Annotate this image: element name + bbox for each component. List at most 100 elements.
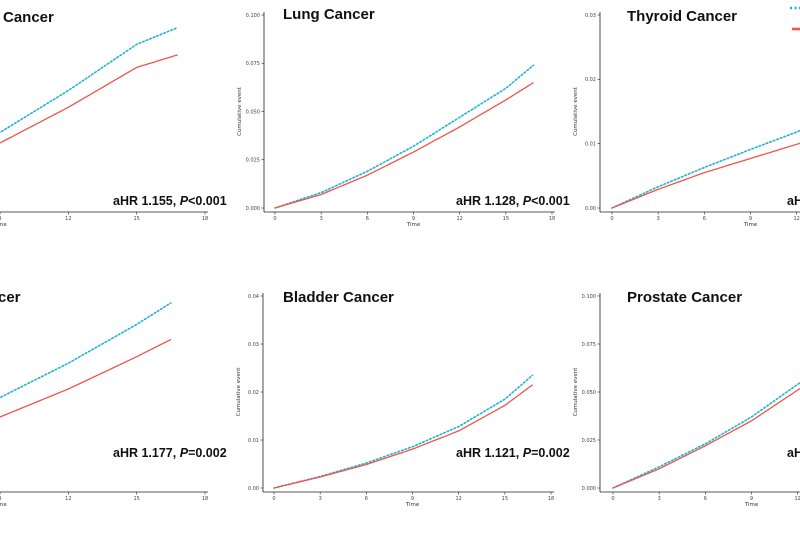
x-tick-label: 15	[502, 496, 508, 502]
y-tick-label: 0.01	[248, 438, 259, 444]
x-tick-label: 12	[65, 496, 71, 502]
y-tick-label: 0.04	[248, 294, 259, 300]
x-tick-label: 9	[411, 496, 414, 502]
y-axis-title: Cumulative event	[573, 367, 579, 417]
annotation-p-label: P	[180, 446, 189, 460]
y-tick-label: 0.100	[582, 294, 596, 300]
annotation-ahr: aHR 1.155,	[113, 194, 180, 208]
annotation-p-label: P	[523, 194, 532, 208]
x-tick-label: 18	[548, 496, 554, 502]
y-axis-title: Cumulative event	[236, 367, 242, 417]
y-tick-label: 0.03	[248, 342, 259, 348]
x-tick-label: 6	[704, 496, 707, 502]
x-tick-label: 9	[750, 496, 753, 502]
y-tick-label: 0.025	[582, 438, 596, 444]
hazard-ratio-annotation: aHR 1.177, P=0.002	[113, 446, 227, 460]
annotation-p-value: =0.002	[531, 446, 570, 460]
x-tick-label: 9	[749, 216, 752, 222]
x-tick-label: 0	[273, 216, 276, 222]
y-axis-title: Cumulative event	[237, 86, 243, 136]
annotation-ahr: aHR 1.177,	[113, 446, 180, 460]
y-tick-label: 0.050	[582, 390, 596, 396]
series-line-solid	[273, 384, 533, 489]
legend	[790, 6, 800, 31]
chart-panel-4: 69121518TimeceraHR 1.177, P=0.002	[0, 289, 227, 508]
x-tick-label: 15	[133, 496, 139, 502]
y-tick-label: 0.025	[246, 158, 260, 164]
x-tick-label: 6	[366, 216, 369, 222]
y-tick-label: 0.00	[248, 486, 259, 492]
x-axis-title: Time	[744, 502, 759, 508]
x-axis-title: Time	[0, 502, 7, 508]
chart-panel-2: 0 3 6 9 12 15 18 Time 0.000 0.025 0.050 0.075 0.100 C…	[237, 6, 570, 228]
y-tick-label: 0.050	[246, 109, 260, 115]
series-line-dotted	[611, 129, 800, 209]
series-line-dotted	[0, 302, 172, 399]
series-line-solid	[611, 142, 800, 209]
hazard-ratio-annotation: aHR 1.155, P<0.001	[113, 194, 227, 208]
y-axis-title: Cumulative event	[573, 86, 579, 136]
y-tick-label: 0.075	[246, 61, 260, 67]
x-tick-label: 0	[272, 496, 275, 502]
y-tick-label: 0.02	[585, 77, 596, 83]
chart-panel-5: 0 3 6 9 12 15 18 Time 0.00 0.01 0.02 0.03 0.04 Cumula…	[236, 289, 570, 508]
x-tick-label: 12	[456, 216, 462, 222]
x-axis-title: Time	[405, 502, 420, 508]
x-tick-label: 3	[320, 216, 323, 222]
annotation-ahr: aHR 1.128,	[456, 194, 523, 208]
x-tick-label: 3	[319, 496, 322, 502]
series-line-solid	[612, 387, 800, 489]
annotation-ahr: aH	[787, 194, 800, 208]
chart-title: Thyroid Cancer	[627, 8, 737, 25]
x-tick-label: 18	[202, 216, 208, 222]
x-tick-label: 12	[794, 496, 800, 502]
series-line-solid	[0, 338, 172, 418]
y-tick-label: 0.02	[248, 390, 259, 396]
y-tick-label: 0.03	[585, 13, 596, 19]
x-tick-label: 3	[657, 216, 660, 222]
x-tick-label: 6	[365, 496, 368, 502]
annotation-p-label: P	[523, 446, 532, 460]
x-axis-title: Time	[0, 222, 7, 228]
x-tick-label: 15	[133, 216, 139, 222]
x-tick-label: 18	[202, 496, 208, 502]
chart-panel-3: 0 3 6 9 12 Time 0.00 0.01 0.02 0.03 Cumulative eve…	[573, 8, 800, 228]
x-axis-title: Time	[406, 222, 421, 228]
hazard-ratio-annotation: aH	[787, 194, 800, 208]
series-line-solid	[0, 54, 178, 144]
x-tick-label: 12	[455, 496, 461, 502]
x-tick-label: 9	[0, 496, 2, 502]
x-tick-label: 9	[0, 216, 2, 222]
x-tick-label: 18	[549, 216, 555, 222]
x-tick-label: 0	[611, 496, 614, 502]
chart-title: Lung Cancer	[283, 6, 375, 23]
chart-panel-6: 0 3 6 9 12 Time 0.000 0.025 0.050 0.075 0.100 Cumul…	[573, 289, 800, 508]
x-tick-label: 15	[503, 216, 509, 222]
x-tick-label: 0	[610, 216, 613, 222]
chart-title: Cancer	[3, 9, 54, 26]
annotation-p-value: <0.001	[531, 194, 570, 208]
series-line-solid	[274, 82, 534, 209]
hazard-ratio-annotation: aHR 1.121, P=0.002	[456, 446, 570, 460]
y-tick-label: 0.00	[585, 206, 596, 212]
y-tick-label: 0.100	[246, 13, 260, 19]
x-axis-title: Time	[743, 222, 758, 228]
series-line-dotted	[612, 382, 800, 489]
y-tick-label: 0.075	[582, 342, 596, 348]
x-tick-label: 9	[412, 216, 415, 222]
x-tick-label: 12	[65, 216, 71, 222]
x-tick-label: 3	[658, 496, 661, 502]
series-line-dotted	[274, 64, 535, 209]
y-tick-label: 0.000	[582, 486, 596, 492]
chart-title: Bladder Cancer	[283, 289, 394, 306]
annotation-p-value: <0.001	[188, 194, 227, 208]
hazard-ratio-annotation: aH	[787, 446, 800, 460]
annotation-p-value: =0.002	[188, 446, 227, 460]
chart-title: Prostate Cancer	[627, 289, 742, 306]
chart-title: cer	[0, 289, 21, 306]
y-tick-label: 0.000	[246, 206, 260, 212]
hazard-ratio-annotation: aHR 1.128, P<0.001	[456, 194, 570, 208]
annotation-ahr: aHR 1.121,	[456, 446, 523, 460]
x-tick-label: 12	[793, 216, 799, 222]
